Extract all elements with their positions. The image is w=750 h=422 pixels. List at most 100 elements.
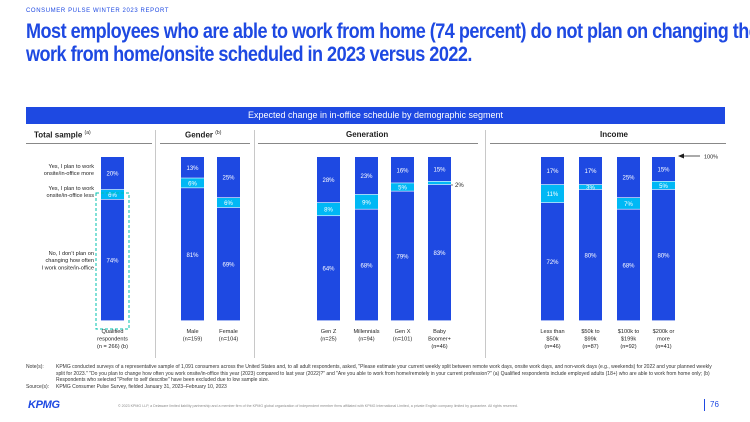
bar-segment-2-9: [617, 157, 640, 198]
source-row: Source(s): KPMG Consumer Pulse Survey, fi…: [26, 384, 726, 391]
group-title-total-note: (a): [84, 130, 91, 136]
data-label: 80%: [584, 254, 597, 260]
category-label: Boomer+: [428, 337, 451, 343]
data-label: 72%: [546, 260, 559, 266]
data-label: 83%: [433, 251, 446, 257]
bar-segment-1-2: [217, 198, 240, 208]
data-label: 80%: [657, 254, 670, 260]
row-label-more: onsite/in-office more: [44, 171, 94, 177]
data-label: 16%: [396, 168, 409, 174]
bar-segment-0-2: [217, 207, 240, 321]
data-label: 64%: [322, 267, 335, 273]
category-label: $199k: [621, 337, 636, 343]
data-label: 25%: [622, 176, 635, 182]
data-label: 7%: [624, 202, 633, 208]
footer-divider: [704, 399, 705, 411]
page-title: Most employees who are able to work from…: [26, 20, 750, 66]
bar-segment-1-6: [428, 181, 451, 185]
category-label: Less than: [540, 329, 564, 335]
data-label: 15%: [657, 168, 670, 174]
group-title-total: Total sample (a): [34, 130, 91, 140]
source-text: KPMG Consumer Pulse Survey, fielded Janu…: [56, 383, 227, 390]
data-label: 69%: [222, 263, 235, 269]
category-label: Qualified: [101, 329, 123, 335]
group-title-gender: Gender (b): [185, 130, 221, 140]
row-label-no-change: changing how often: [45, 258, 94, 264]
category-label: (n = 266) (b): [97, 344, 128, 350]
category-label: (n=46): [544, 344, 560, 350]
data-label: 20%: [106, 172, 119, 178]
bar-segment-1-7: [541, 184, 564, 203]
bar-segment-0-10: [652, 189, 675, 321]
group-title-total-label: Total sample: [34, 130, 83, 140]
row-label-no-change: No, I don’t plan on: [49, 251, 94, 257]
bar-segment-1-1: [181, 178, 204, 188]
group-title-income: Income: [600, 130, 629, 139]
notes-row: Note(s): KPMG conducted surveys of a repr…: [26, 364, 726, 384]
annotation-arrow-head: [678, 153, 684, 159]
category-label: $200k or: [653, 329, 675, 335]
bar-segment-2-7: [541, 157, 564, 185]
data-label: 79%: [396, 254, 409, 260]
bar-segment-0-5: [391, 191, 414, 321]
notes-text: KPMG conducted surveys of a representati…: [56, 364, 712, 383]
divider-3: [485, 130, 486, 358]
data-label: 81%: [186, 253, 199, 259]
data-label: 5%: [398, 186, 407, 192]
data-label: 68%: [360, 263, 373, 269]
category-label: Millennials: [353, 329, 379, 335]
bar-segment-1-10: [652, 181, 675, 190]
bar-segment-0-6: [428, 184, 451, 321]
bar-segment-0-3: [317, 216, 340, 321]
source-label: Source(s):: [26, 383, 50, 390]
group-underline-gender: [160, 143, 250, 144]
category-label: (n=159): [183, 337, 203, 343]
row-label-more: Yes, I plan to work: [48, 164, 94, 170]
category-label: $50k: [546, 337, 558, 343]
data-label: 68%: [622, 263, 635, 269]
page-title-line2: work from home/onsite scheduled in 2023 …: [26, 43, 472, 66]
category-label: (n=94): [358, 337, 374, 343]
data-label: 6%: [188, 181, 197, 187]
category-label: Gen X: [395, 329, 411, 335]
bar-segment-2-10: [652, 157, 675, 181]
bar-segment-1-4: [355, 194, 378, 209]
row-label-no-change: I work onsite/in-office: [42, 265, 94, 271]
category-label: Gen Z: [321, 329, 337, 335]
data-label: 23%: [360, 174, 373, 180]
bar-segment-0-4: [355, 209, 378, 321]
data-label: 17%: [546, 169, 559, 175]
bar-segment-2-1: [181, 157, 204, 178]
category-label: Male: [186, 329, 198, 335]
group-underline-total: [26, 143, 152, 144]
category-label: (n=87): [582, 344, 598, 350]
group-title-gender-label: Gender: [185, 130, 214, 140]
bar-segment-0-0: [101, 199, 124, 321]
data-label: 9%: [362, 200, 371, 206]
category-label: (n=41): [655, 344, 671, 350]
category-label: (n=104): [219, 337, 239, 343]
data-label: 25%: [222, 176, 235, 182]
data-label: 13%: [186, 166, 199, 172]
bar-segment-2-0: [101, 157, 124, 190]
data-label: 6%: [224, 201, 233, 207]
divider-2: [254, 130, 255, 358]
bar-segment-0-7: [541, 202, 564, 321]
row-label-less: Yes, I plan to work: [48, 186, 94, 192]
page-number: 76: [710, 400, 719, 409]
bar-segment-0-1: [181, 188, 204, 321]
data-label: 28%: [322, 178, 335, 184]
category-label: $100k to: [618, 329, 639, 335]
page-title-line1: Most employees who are able to work from…: [26, 20, 750, 43]
data-label: 3%: [586, 186, 595, 192]
data-label: 11%: [547, 192, 559, 198]
data-label: 17%: [584, 169, 597, 175]
category-label: respondents: [97, 337, 128, 343]
category-label: Baby: [433, 329, 446, 335]
bar-segment-1-9: [617, 198, 640, 209]
group-underline-income: [490, 143, 726, 144]
report-label: CONSUMER PULSE WINTER 2023 REPORT: [26, 8, 170, 14]
category-label: Female: [219, 329, 238, 335]
footer-legal: © 2023 KPMG LLP, a Delaware limited liab…: [118, 404, 518, 408]
